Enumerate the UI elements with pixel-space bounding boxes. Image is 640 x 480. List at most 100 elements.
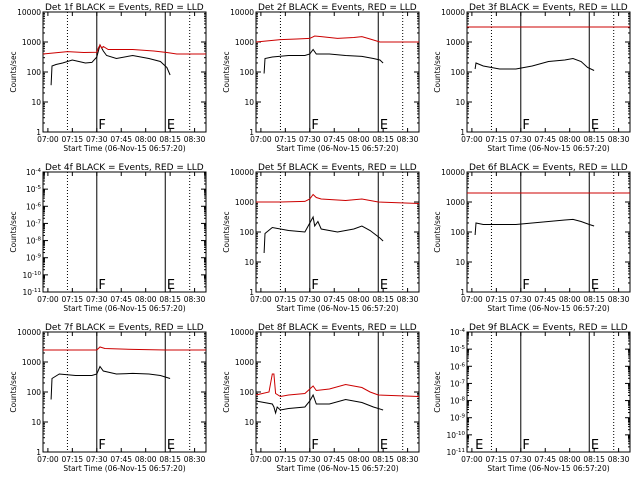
x-tick-label: 07:15 bbox=[62, 135, 84, 144]
panel-title: Det 4f BLACK = Events, RED = LLD bbox=[45, 163, 204, 173]
y-tick-label: 100 bbox=[27, 388, 42, 397]
marker-letter-e: E bbox=[380, 438, 388, 453]
x-tick-label: 08:15 bbox=[372, 455, 394, 464]
x-tick-label: 08:30 bbox=[184, 135, 206, 144]
marker-letter-e: E bbox=[167, 278, 175, 293]
x-tick-label: 07:00 bbox=[37, 455, 59, 464]
x-axis-label: Start Time (06-Nov-15 06:57:20) bbox=[276, 304, 398, 313]
x-tick-label: 07:00 bbox=[37, 295, 59, 304]
x-tick-label: 07:00 bbox=[37, 135, 59, 144]
y-tick-label: 10000 bbox=[230, 8, 254, 17]
x-tick-label: 07:30 bbox=[510, 135, 532, 144]
x-tick-label: 07:30 bbox=[86, 135, 108, 144]
y-tick-label: 100 bbox=[240, 68, 255, 77]
series-line-events bbox=[263, 215, 384, 254]
x-tick-label: 08:00 bbox=[559, 455, 581, 464]
x-tick-label: 08:30 bbox=[397, 295, 419, 304]
y-tick-label: 10-6 bbox=[26, 202, 42, 211]
y-tick-label: 1 bbox=[36, 128, 41, 137]
x-tick-label: 07:00 bbox=[250, 455, 272, 464]
y-tick-label: 1 bbox=[460, 128, 465, 137]
marker-letter-f: F bbox=[522, 438, 529, 453]
panel-title: Det 2f BLACK = Events, RED = LLD bbox=[258, 3, 417, 13]
y-tick-label: 10-6 bbox=[450, 362, 466, 371]
marker-letter-e: E bbox=[167, 438, 175, 453]
y-tick-label: 10000 bbox=[441, 168, 465, 177]
y-tick-label: 10 bbox=[31, 418, 41, 427]
series-line-events bbox=[474, 57, 595, 71]
y-axis-label: Counts/sec bbox=[222, 51, 231, 92]
marker-letter-f: F bbox=[522, 118, 529, 133]
panel-title: Det 5f BLACK = Events, RED = LLD bbox=[258, 163, 417, 173]
x-tick-label: 07:15 bbox=[275, 135, 297, 144]
x-axis-label: Start Time (06-Nov-15 06:57:20) bbox=[63, 304, 185, 313]
y-tick-label: 10-4 bbox=[26, 168, 42, 177]
marker-letter-e: E bbox=[380, 118, 388, 133]
x-tick-label: 08:15 bbox=[583, 295, 605, 304]
x-axis-label: Start Time (06-Nov-15 06:57:20) bbox=[487, 304, 609, 313]
x-tick-label: 08:30 bbox=[608, 135, 630, 144]
x-axis-label: Start Time (06-Nov-15 06:57:20) bbox=[63, 144, 185, 153]
y-tick-label: 1 bbox=[249, 448, 254, 457]
y-tick-label: 10-8 bbox=[26, 237, 42, 246]
y-tick-label: 10-7 bbox=[450, 379, 466, 388]
series-line-lld bbox=[255, 373, 420, 398]
y-tick-label: 10000 bbox=[17, 8, 41, 17]
y-tick-label: 10 bbox=[244, 258, 254, 267]
x-tick-label: 08:00 bbox=[135, 295, 157, 304]
marker-letter-f: F bbox=[311, 438, 318, 453]
x-tick-label: 07:45 bbox=[110, 135, 132, 144]
x-tick-label: 07:00 bbox=[461, 135, 483, 144]
x-tick-label: 07:30 bbox=[299, 135, 321, 144]
x-tick-label: 07:00 bbox=[250, 135, 272, 144]
detector-panel-4: Det 4f BLACK = Events, RED = LLD 07:00 07:… bbox=[9, 163, 207, 313]
x-axis-label: Start Time (06-Nov-15 06:57:20) bbox=[276, 464, 398, 473]
x-tick-label: 07:00 bbox=[461, 295, 483, 304]
x-tick-label: 08:30 bbox=[397, 455, 419, 464]
x-tick-label: 07:45 bbox=[534, 135, 556, 144]
marker-letter-f: F bbox=[522, 278, 529, 293]
y-tick-label: 100 bbox=[451, 228, 466, 237]
x-tick-label: 07:45 bbox=[110, 295, 132, 304]
marker-letter-e: E bbox=[475, 438, 483, 453]
x-tick-label: 08:30 bbox=[184, 295, 206, 304]
x-tick-label: 07:30 bbox=[86, 455, 108, 464]
y-tick-label: 10000 bbox=[441, 8, 465, 17]
y-tick-label: 1000 bbox=[235, 198, 254, 207]
y-tick-label: 10-11 bbox=[446, 448, 465, 457]
y-tick-label: 10-7 bbox=[26, 219, 42, 228]
x-tick-label: 07:45 bbox=[534, 295, 556, 304]
y-axis-label: Counts/sec bbox=[9, 371, 18, 412]
y-tick-label: 10-5 bbox=[450, 345, 466, 354]
x-tick-label: 08:00 bbox=[348, 295, 370, 304]
marker-letter-e: E bbox=[167, 118, 175, 133]
y-tick-label: 1000 bbox=[446, 198, 465, 207]
x-tick-label: 08:30 bbox=[608, 455, 630, 464]
y-axis-label: Counts/sec bbox=[433, 51, 442, 92]
marker-letter-e: E bbox=[591, 438, 599, 453]
panel-title: Det 1f BLACK = Events, RED = LLD bbox=[45, 3, 204, 13]
marker-letter-f: F bbox=[98, 118, 105, 133]
y-axis-label: Counts/sec bbox=[9, 211, 18, 252]
y-tick-label: 10-4 bbox=[450, 328, 466, 337]
x-tick-label: 08:00 bbox=[348, 455, 370, 464]
marker-letter-e: E bbox=[380, 278, 388, 293]
marker-letter-f: F bbox=[311, 278, 318, 293]
x-tick-label: 07:15 bbox=[486, 295, 508, 304]
x-tick-label: 07:45 bbox=[110, 455, 132, 464]
y-tick-label: 1000 bbox=[446, 38, 465, 47]
series-line-events bbox=[50, 365, 171, 400]
x-tick-label: 08:00 bbox=[135, 455, 157, 464]
y-tick-label: 10-9 bbox=[450, 414, 466, 423]
marker-letter-f: F bbox=[98, 438, 105, 453]
panel-title: Det 6f BLACK = Events, RED = LLD bbox=[469, 163, 628, 173]
y-tick-label: 10-10 bbox=[22, 271, 41, 280]
y-axis-label: Counts/sec bbox=[222, 211, 231, 252]
series-line-lld bbox=[43, 346, 206, 351]
